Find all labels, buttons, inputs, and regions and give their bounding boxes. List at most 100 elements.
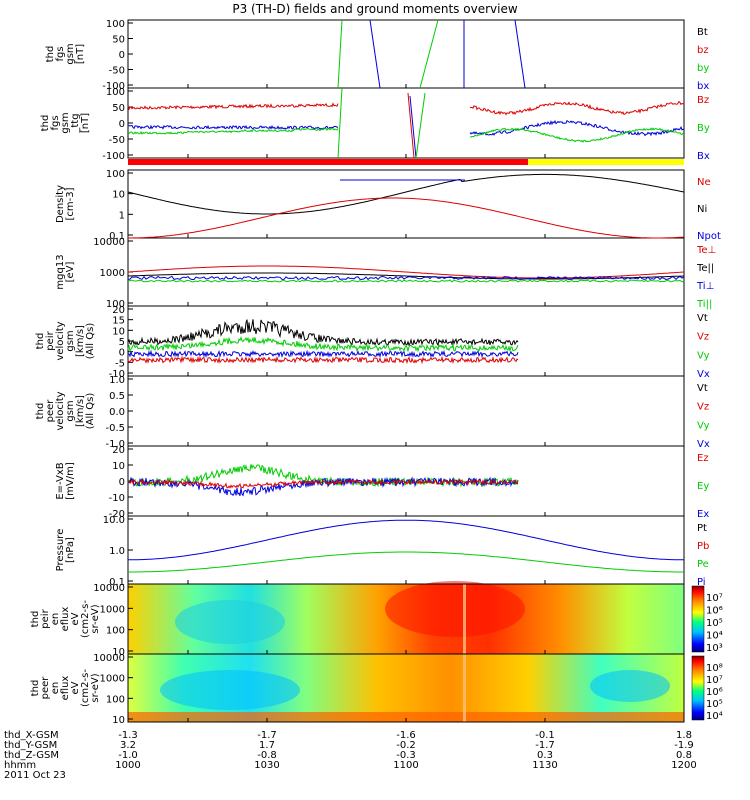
y-axis-label: gsm	[65, 43, 76, 64]
y-tick-label: 0.5	[109, 391, 125, 402]
y-tick-label: 10	[112, 190, 125, 201]
y-axis-label: (cm2-s-	[80, 669, 91, 707]
y-tick-label: 1000	[100, 604, 125, 615]
legend-entry: Ni	[697, 204, 707, 215]
series-line	[469, 127, 685, 143]
y-tick-label: 0	[119, 119, 125, 130]
y-axis-label: [km/s]	[75, 395, 86, 427]
legend-entry: Npot	[697, 231, 721, 242]
legend-entry: Vz	[697, 402, 709, 413]
y-tick-label: 100	[106, 694, 125, 705]
y-axis-label: [mV/m]	[65, 462, 76, 500]
y-tick-label: 100	[106, 299, 125, 310]
x-tick: -0.2	[396, 740, 416, 751]
y-axis-label: sr-eV)	[90, 604, 101, 633]
y-axis-label: gsm	[65, 400, 76, 421]
x-tick: -1.7	[257, 730, 277, 741]
x-tick: -0.3	[396, 750, 416, 761]
y-axis-label: gsm	[60, 112, 71, 133]
y-axis-label: mgq13	[55, 254, 66, 289]
colorbar-tick: 10⁴	[706, 631, 723, 642]
spectrogram-feature	[128, 712, 684, 722]
legend-entry: Ex	[697, 509, 709, 520]
x-tick: 3.2	[120, 740, 136, 751]
x-row-label: hhmm	[4, 760, 36, 771]
y-axis-label: velocity	[55, 391, 66, 430]
colorbar-tick: 10⁵	[706, 618, 723, 629]
y-axis-label: en	[50, 682, 61, 695]
x-tick: -1.3	[118, 730, 138, 741]
y-axis-label: eflux	[60, 676, 71, 701]
y-tick-label: -50	[109, 66, 125, 77]
series-line	[469, 119, 685, 137]
series-line	[407, 92, 415, 159]
y-axis-label: [nT]	[75, 44, 86, 64]
panel-frame	[127, 515, 685, 585]
series-line	[415, 92, 426, 159]
x-tick: 1030	[254, 760, 279, 771]
series-line	[128, 551, 684, 573]
y-tick-label: 5	[119, 337, 125, 348]
y-axis-label: eV	[70, 681, 81, 694]
x-row-label: thd_Y-GSM	[4, 740, 57, 751]
legend-entry: bx	[697, 81, 709, 92]
y-tick-label: 0	[119, 50, 125, 61]
y-tick-label: 1.0	[109, 375, 125, 386]
y-tick-label: 100	[106, 87, 125, 98]
legend-entry: by	[697, 63, 709, 74]
y-tick-label: -100	[102, 151, 125, 162]
y-axis-label: thd	[30, 680, 41, 697]
colorbar	[691, 585, 705, 653]
legend-entry: Vx	[697, 369, 710, 380]
x-tick: 0.8	[676, 750, 692, 761]
y-axis-label: [km/s]	[75, 325, 86, 357]
y-axis-label: fgs	[55, 46, 66, 61]
spectrogram-feature	[385, 581, 525, 637]
y-tick-label: 0.0	[109, 407, 125, 418]
y-axis-label: thd	[40, 115, 51, 132]
legend-entry: Ne	[697, 177, 711, 188]
panel-frame	[127, 19, 685, 89]
legend-entry: Pi	[697, 577, 706, 588]
legend-entry: Bz	[697, 95, 709, 106]
legend-entry: Vy	[697, 420, 710, 431]
y-axis-label: gsm	[65, 330, 76, 351]
y-tick-label: -0.5	[105, 423, 125, 434]
y-axis-label: E=-VxB	[55, 462, 66, 499]
colorbar-tick: 10⁸	[706, 663, 723, 674]
y-tick-label: -10	[109, 493, 125, 504]
mode-bar-slow	[528, 159, 684, 165]
x-row-label: thd_X-GSM	[4, 730, 59, 741]
legend-entry: By	[697, 123, 710, 134]
y-tick-label: 1.0	[109, 546, 125, 557]
y-tick-label: -100	[102, 81, 125, 92]
legend-entry: Ti||	[696, 299, 712, 310]
series-line	[127, 355, 519, 365]
y-axis-label: thd	[45, 46, 56, 63]
colorbar-tick: 10⁴	[706, 711, 723, 722]
x-tick: -1.7	[535, 740, 555, 751]
y-axis-label: peer	[45, 399, 56, 423]
y-tick-label: 10.0	[103, 515, 125, 526]
x-tick: 1130	[532, 760, 557, 771]
series-line	[409, 95, 417, 159]
legend-entry: Pb	[697, 541, 709, 552]
y-tick-label: 10000	[93, 653, 125, 664]
y-tick-label: 100	[106, 626, 125, 637]
series-line	[419, 19, 439, 89]
series-line	[127, 275, 685, 281]
y-tick-label: 10	[112, 715, 125, 726]
x-row-label: thd_Z-GSM	[4, 750, 59, 761]
y-tick-label: 0	[119, 348, 125, 359]
y-tick-label: -20	[109, 509, 125, 520]
x-tick: 1200	[671, 760, 696, 771]
panel-frame	[127, 87, 685, 159]
x-tick: -1.6	[396, 730, 416, 741]
series-line	[514, 19, 526, 89]
y-tick-label: 10000	[93, 583, 125, 594]
mode-bar-fast	[128, 159, 528, 165]
y-axis-label: thd	[30, 611, 41, 628]
y-tick-label: -10	[109, 369, 125, 380]
legend-entry: Bx	[697, 151, 710, 162]
